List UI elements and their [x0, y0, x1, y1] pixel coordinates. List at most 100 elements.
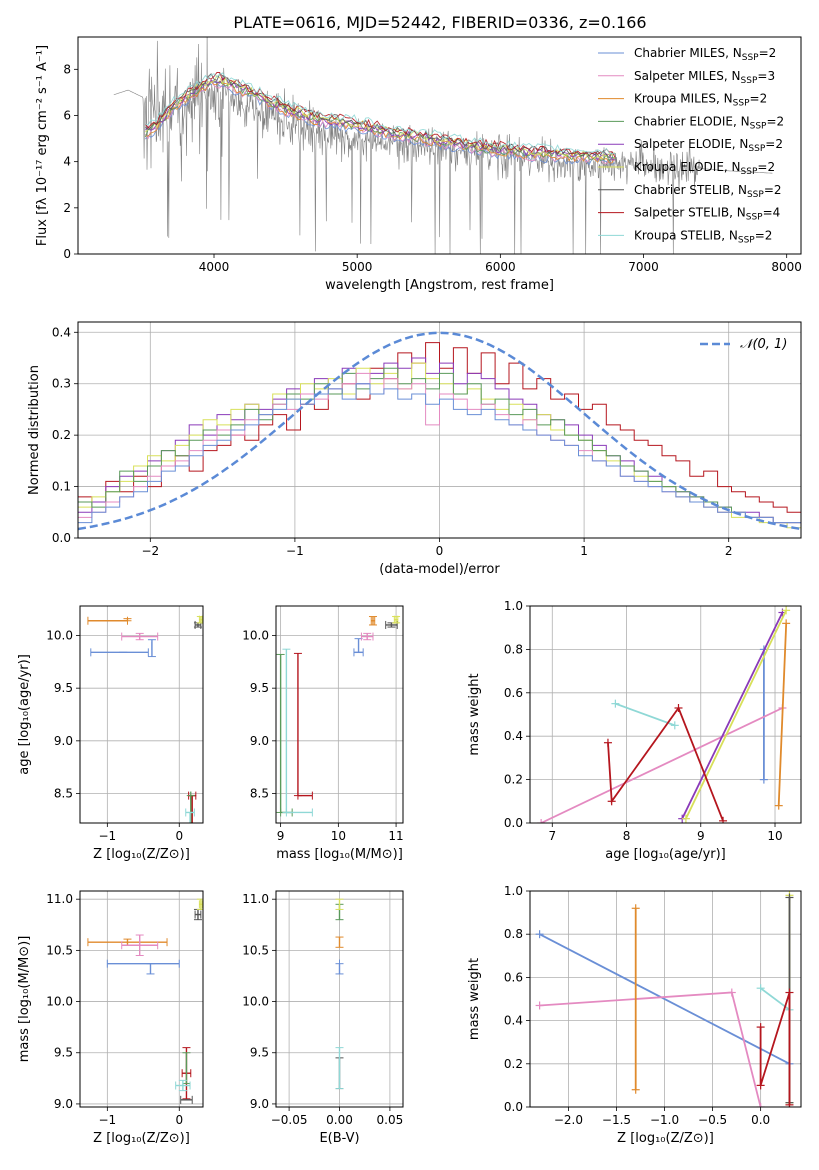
axes-frame	[79, 605, 204, 824]
x-tick-label: 1	[580, 544, 588, 558]
x-tick-label: 4000	[199, 260, 230, 274]
histogram-step-line	[78, 342, 801, 513]
legend-label-main: Salpeter ELODIE, N	[634, 137, 748, 151]
x-axis-label: mass [log₁₀(M/M⊙)]	[276, 847, 403, 862]
y-tick-label: 0.8	[504, 927, 523, 941]
y-tick-label: 0.4	[504, 729, 523, 743]
legend-label-main: Chabrier ELODIE, N	[634, 114, 750, 128]
model-fit-line	[144, 79, 616, 162]
legend-label-tail: =2	[755, 228, 773, 242]
x-tick-label: 2	[725, 544, 733, 558]
y-tick-label: 9.0	[250, 734, 269, 748]
y-tick-label: 9.5	[54, 681, 73, 695]
y-tick-label: 0	[63, 247, 71, 261]
x-tick-label: 9	[277, 829, 285, 843]
legend-label: Kroupa MILES, NSSP=2	[634, 92, 767, 109]
y-tick-label: 0.8	[504, 642, 523, 656]
legend-label-main: Salpeter STELIB, N	[634, 206, 746, 220]
weight-series-line	[539, 991, 762, 1107]
x-tick-label: −2.0	[554, 1113, 583, 1127]
y-tick-label: 10.5	[242, 943, 269, 957]
x-tick-label: 0.0	[751, 1113, 770, 1127]
x-tick-label: 0	[175, 829, 183, 843]
x-tick-label: 7	[548, 829, 556, 843]
y-tick-label: 0.3	[52, 377, 71, 391]
y-tick-label: 0.2	[52, 428, 71, 442]
legend-label-sub: SSP	[741, 167, 758, 177]
y-tick-label: 0.0	[52, 531, 71, 545]
y-tick-label: 2	[63, 201, 71, 215]
y-tick-label: 9.5	[250, 1046, 269, 1060]
legend-label-main: Kroupa STELIB, N	[634, 228, 738, 242]
plot-area	[78, 331, 801, 531]
y-tick-label: 9.0	[54, 734, 73, 748]
model-fit-line	[145, 73, 616, 159]
y-tick-label: 1.0	[504, 599, 523, 613]
y-axis-label: age [log₁₀(age/yr)]	[17, 654, 32, 775]
axes-frame	[529, 605, 802, 824]
weight-series-line	[681, 612, 784, 820]
legend-label-sub: SSP	[750, 121, 767, 131]
legend-label: Chabrier MILES, NSSP=2	[634, 46, 776, 63]
legend-label: Salpeter STELIB, NSSP=4	[634, 206, 780, 223]
axes-frame	[275, 605, 404, 824]
histogram-step-line	[78, 367, 801, 524]
massweight-vs-age-panel: 7 8 9 10 0.0 0.2 0.4 0.6 0.8 1.0 age [log₁₀(age/yr…	[467, 599, 802, 862]
legend-label-main: Salpeter MILES, N	[634, 69, 741, 83]
y-axis-label: mass [log₁₀(M/M⊙)]	[17, 936, 32, 1063]
weight-series-line	[539, 933, 790, 1065]
legend-label-tail: =3	[757, 69, 775, 83]
weight-series-line	[540, 707, 783, 823]
x-tick-label: −1	[286, 544, 304, 558]
residuals-panel: −2 −1 0 1 2 0.0 0.1 0.2 0.3 0.4 (data-model)/error…	[27, 321, 802, 577]
y-tick-label: 0.6	[504, 686, 523, 700]
y-axis-label: mass weight	[467, 958, 482, 1040]
y-tick-label: 10.0	[242, 628, 269, 642]
x-tick-label: 10	[331, 829, 346, 843]
y-tick-label: 8.5	[250, 787, 269, 801]
plot-area	[335, 898, 344, 1090]
y-tick-label: 10.0	[46, 628, 73, 642]
x-axis-label: age [log₁₀(age/yr)]	[605, 847, 726, 862]
legend-label-sub: SSP	[748, 144, 765, 154]
weight-series-line	[777, 623, 788, 806]
x-tick-label: 8000	[771, 260, 802, 274]
y-axis-label: Flux [fλ 10⁻¹⁷ erg cm⁻² s⁻¹ A⁻¹]	[35, 45, 50, 246]
y-tick-label: 0.6	[504, 970, 523, 984]
y-tick-label: 9.5	[250, 681, 269, 695]
x-tick-label: 6000	[485, 260, 516, 274]
model-fit-line	[145, 72, 615, 155]
y-tick-label: 10.0	[242, 995, 269, 1009]
x-tick-label: 5000	[342, 260, 373, 274]
y-tick-label: 0.4	[504, 1014, 523, 1028]
legend-label-sub: SSP	[746, 213, 763, 223]
legend-label-tail: =2	[765, 137, 783, 151]
y-tick-label: 10.5	[46, 943, 73, 957]
x-tick-label: 0	[436, 544, 444, 558]
normal-curve-line	[78, 331, 801, 531]
legend-label-sub: SSP	[742, 53, 759, 63]
x-tick-label: −0.05	[271, 1113, 308, 1127]
legend-label-tail: =2	[757, 160, 775, 174]
massweight-vs-Z-panel: −2.0 −1.5 −1.0 −0.5 0.0 0.0 0.2 0.4 0.6 0.8 1.0 Z […	[467, 884, 802, 1146]
y-tick-label: 10.0	[46, 995, 73, 1009]
legend-label: Chabrier STELIB, NSSP=2	[634, 183, 782, 200]
legend-label-main: Chabrier MILES, N	[634, 46, 742, 60]
x-tick-label: 9	[697, 829, 705, 843]
plot-area	[535, 891, 794, 1107]
plot-area	[87, 898, 203, 1104]
figure-title: PLATE=0616, MJD=52442, FIBERID=0336, z=0…	[233, 13, 646, 32]
y-tick-label: 8.5	[54, 787, 73, 801]
plot-area	[87, 615, 203, 823]
legend-label-tail: =2	[759, 46, 777, 60]
y-tick-label: 6	[63, 108, 71, 122]
axes-frame	[275, 890, 404, 1108]
histogram-step-line	[78, 383, 801, 524]
x-axis-label: Z [log₁₀(Z/Z⊙)]	[93, 1131, 190, 1146]
model-fit-line	[144, 80, 615, 164]
y-tick-label: 0.4	[52, 325, 71, 339]
mass-vs-EBV-panel: −0.05 0.00 0.05 9.0 9.5 10.0 10.5 11.0 E(B-V)	[242, 890, 404, 1146]
legend-label: Kroupa STELIB, NSSP=2	[634, 228, 772, 245]
